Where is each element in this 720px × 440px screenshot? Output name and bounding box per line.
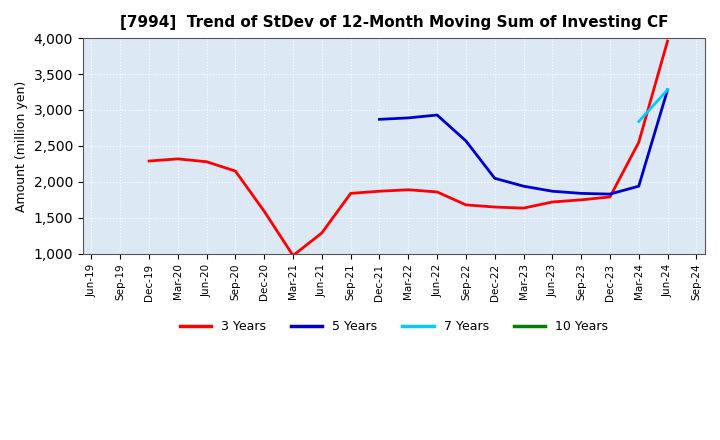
5 Years (433, 112, 441, 117)
3 Years (346, 191, 355, 196)
Y-axis label: Amount (million yen): Amount (million yen) (15, 81, 28, 212)
3 Years (606, 194, 614, 200)
3 Years (490, 205, 499, 210)
Title: [7994]  Trend of StDev of 12-Month Moving Sum of Investing CF: [7994] Trend of StDev of 12-Month Moving… (120, 15, 668, 30)
3 Years (260, 209, 269, 214)
Line: 5 Years: 5 Years (379, 90, 667, 194)
5 Years (577, 191, 585, 196)
5 Years (519, 183, 528, 189)
3 Years (663, 38, 672, 44)
3 Years (433, 189, 441, 194)
7 Years (634, 119, 643, 124)
5 Years (404, 115, 413, 121)
3 Years (174, 156, 182, 161)
3 Years (202, 159, 211, 165)
Line: 7 Years: 7 Years (639, 90, 667, 121)
3 Years (548, 199, 557, 205)
5 Years (375, 117, 384, 122)
3 Years (289, 253, 297, 258)
3 Years (145, 158, 153, 164)
5 Years (663, 87, 672, 92)
3 Years (634, 139, 643, 145)
3 Years (375, 189, 384, 194)
5 Years (606, 191, 614, 197)
3 Years (231, 169, 240, 174)
3 Years (318, 230, 326, 235)
5 Years (634, 183, 643, 189)
Line: 3 Years: 3 Years (149, 41, 667, 256)
3 Years (462, 202, 470, 208)
5 Years (490, 176, 499, 181)
5 Years (462, 138, 470, 143)
5 Years (548, 189, 557, 194)
7 Years (663, 87, 672, 92)
3 Years (404, 187, 413, 192)
3 Years (519, 205, 528, 211)
3 Years (577, 197, 585, 202)
Legend: 3 Years, 5 Years, 7 Years, 10 Years: 3 Years, 5 Years, 7 Years, 10 Years (175, 315, 613, 338)
